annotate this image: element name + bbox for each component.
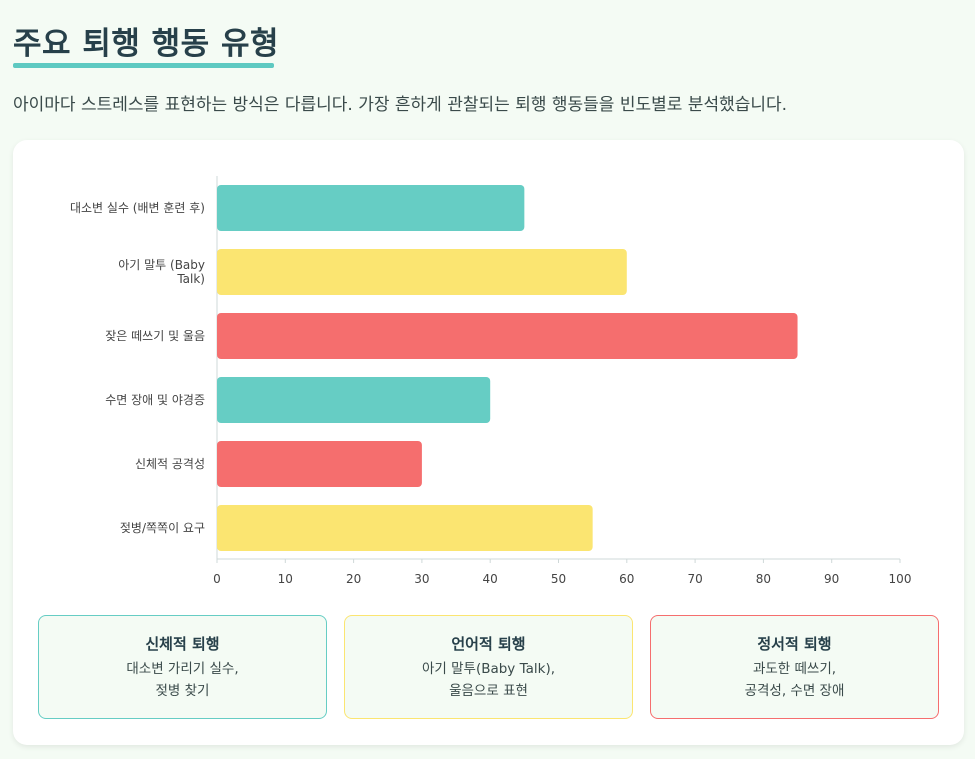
x-tick-label: 80 <box>756 572 771 586</box>
bar <box>217 185 525 231</box>
summary-title: 신체적 퇴행 <box>145 634 220 653</box>
summary-desc-line1: 대소변 가리기 실수, <box>126 660 239 677</box>
summary-box-verbal: 언어적 퇴행 아기 말투(Baby Talk), 울음으로 표현 <box>344 615 633 719</box>
x-tick-label: 50 <box>551 572 566 586</box>
category-label: 젖병/쪽쪽이 요구 <box>120 521 205 535</box>
page-subtitle: 아이마다 스트레스를 표현하는 방식은 다릅니다. 가장 흔하게 관찰되는 퇴행… <box>13 95 788 115</box>
summary-title: 언어적 퇴행 <box>451 634 526 653</box>
bar <box>217 441 422 487</box>
x-tick-label: 20 <box>346 572 361 586</box>
x-tick-label: 0 <box>213 572 221 586</box>
bar <box>217 377 491 423</box>
x-tick-label: 100 <box>889 572 912 586</box>
bar <box>217 313 798 359</box>
category-label: 대소변 실수 (배변 훈련 후) <box>70 201 205 215</box>
category-label: 아기 말투 (Baby <box>118 258 205 272</box>
summary-box-emotional: 정서적 퇴행 과도한 떼쓰기, 공격성, 수면 장애 <box>650 615 939 719</box>
x-tick-label: 90 <box>824 572 839 586</box>
summary-desc-line1: 아기 말투(Baby Talk), <box>421 660 556 677</box>
x-tick-label: 40 <box>483 572 498 586</box>
x-tick-label: 60 <box>619 572 634 586</box>
x-tick-label: 10 <box>278 572 293 586</box>
category-label: 수면 장애 및 야경증 <box>105 393 205 407</box>
summary-desc-line1: 과도한 떼쓰기, <box>752 660 837 677</box>
category-label: 신체적 공격성 <box>135 457 205 471</box>
category-label: Talk) <box>176 272 205 286</box>
summary-title: 정서적 퇴행 <box>757 634 832 653</box>
title-underline <box>13 63 274 68</box>
summary-desc-line2: 울음으로 표현 <box>449 682 528 699</box>
bar <box>217 249 627 295</box>
summary-box-physical: 신체적 퇴행 대소변 가리기 실수, 젖병 찾기 <box>38 615 327 719</box>
x-tick-label: 70 <box>687 572 702 586</box>
category-label: 잦은 떼쓰기 및 울음 <box>105 329 205 343</box>
summary-desc-line2: 공격성, 수면 장애 <box>744 682 845 699</box>
x-tick-label: 30 <box>414 572 429 586</box>
bar <box>217 505 593 551</box>
page-title: 주요 퇴행 행동 유형 <box>13 26 280 62</box>
summary-desc-line2: 젖병 찾기 <box>155 682 210 699</box>
